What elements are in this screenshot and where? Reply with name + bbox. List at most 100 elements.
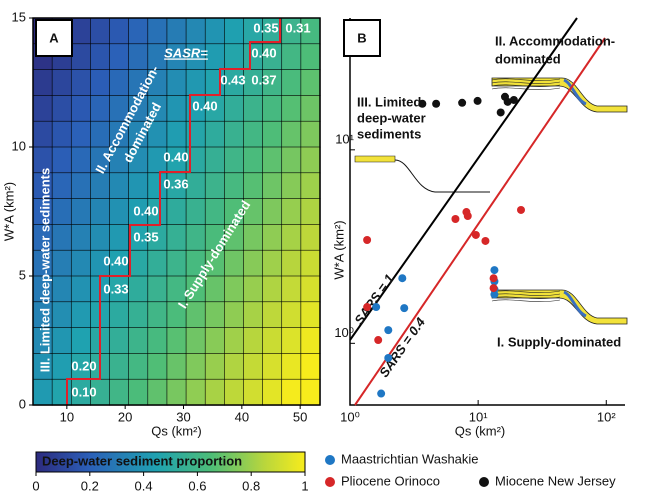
heat-cell [90,199,109,225]
heat-cell [110,18,129,44]
heat-cell [186,328,205,354]
panel-label: B [357,30,366,45]
heat-cell [224,121,243,147]
heat-cell [243,379,262,405]
y-axis-label: W*A (km²) [331,220,346,279]
heat-cell [52,276,71,302]
heat-cell [129,44,148,70]
heat-cell [301,353,320,379]
heat-cell [90,173,109,199]
heat-cell [301,276,320,302]
page: 1020304050051015Qs (km²)W*A (km²)AIII. L… [0,0,650,494]
colorbar-tick-label: 0 [32,478,39,493]
x-tick-label: 10⁰ [340,409,360,424]
heat-cell [71,95,90,121]
region-label: I. Supply-dominated [497,334,621,349]
heat-cell [33,121,52,147]
heat-cell [71,18,90,44]
heat-cell [282,44,301,70]
heat-cell [301,302,320,328]
heat-cell [148,328,167,354]
heat-cell [71,121,90,147]
heat-cell [224,44,243,70]
heat-cell [205,379,224,405]
data-point [418,100,426,108]
heat-cell [52,302,71,328]
heat-cell [301,70,320,96]
heat-cell [224,173,243,199]
colorbar-tick-label: 1 [301,478,308,493]
region-label: III. Limited [357,94,421,109]
heat-cell [224,18,243,44]
y-tick-label: 15 [12,9,26,24]
heat-cell [52,173,71,199]
data-point [504,98,512,106]
heat-cell [167,95,186,121]
data-point [464,212,472,220]
heat-cell [52,353,71,379]
data-point [377,390,385,398]
heat-cell [186,18,205,44]
legend-label: Maastrichtian Washakie [341,451,479,466]
heat-cell [243,328,262,354]
sasr-label: 0.35 [133,229,158,244]
panel-label: A [49,30,59,45]
heat-cell [129,353,148,379]
x-tick-label: 20 [118,409,132,424]
data-point [481,237,489,245]
region-label: sediments [357,126,421,141]
colorbar-tick-label: 0.4 [135,478,153,493]
region-label: II. Accommodation- [495,33,615,48]
heat-cell [205,302,224,328]
heat-cell [205,147,224,173]
heat-cell [110,353,129,379]
heat-cell [71,328,90,354]
heat-cell [301,121,320,147]
data-point [458,99,466,107]
heat-cell [90,44,109,70]
heat-cell [282,224,301,250]
sasr-label: 0.35 [253,20,278,35]
y-tick-label: 10¹ [335,131,354,146]
heat-cell [263,302,282,328]
heat-cell [71,224,90,250]
heat-cell [110,70,129,96]
heat-cell [263,379,282,405]
x-axis-label: Qs (km²) [151,423,202,438]
heat-cell [282,302,301,328]
inset-shelf [355,156,395,162]
region-label: III. Limited deep-water sediments [37,168,52,372]
figure: 1020304050051015Qs (km²)W*A (km²)AIII. L… [0,0,650,494]
heat-cell [224,302,243,328]
heat-cell [71,199,90,225]
heat-cell [90,18,109,44]
sasr-title: SASR= [164,45,208,60]
heat-cell [282,70,301,96]
heat-cell [301,199,320,225]
heat-cell [263,121,282,147]
data-point [363,236,371,244]
heat-cell [301,147,320,173]
heat-cell [301,250,320,276]
heat-cell [301,379,320,405]
heat-cell [186,353,205,379]
heat-cell [148,353,167,379]
heat-cell [205,199,224,225]
x-tick-label: 10² [597,409,616,424]
sasr-label: 0.40 [192,98,217,113]
heat-cell [167,224,186,250]
y-tick-label: 10 [12,138,26,153]
data-point [400,304,408,312]
heat-cell [243,95,262,121]
data-point [384,354,392,362]
heat-cell [52,199,71,225]
sasr-label: 0.31 [285,20,310,35]
heat-cell [282,147,301,173]
heat-cell [52,147,71,173]
heat-cell [110,302,129,328]
heat-cell [148,18,167,44]
heat-cell [243,224,262,250]
data-point [490,266,498,274]
sasr-label: 0.40 [251,45,276,60]
heat-cell [301,224,320,250]
